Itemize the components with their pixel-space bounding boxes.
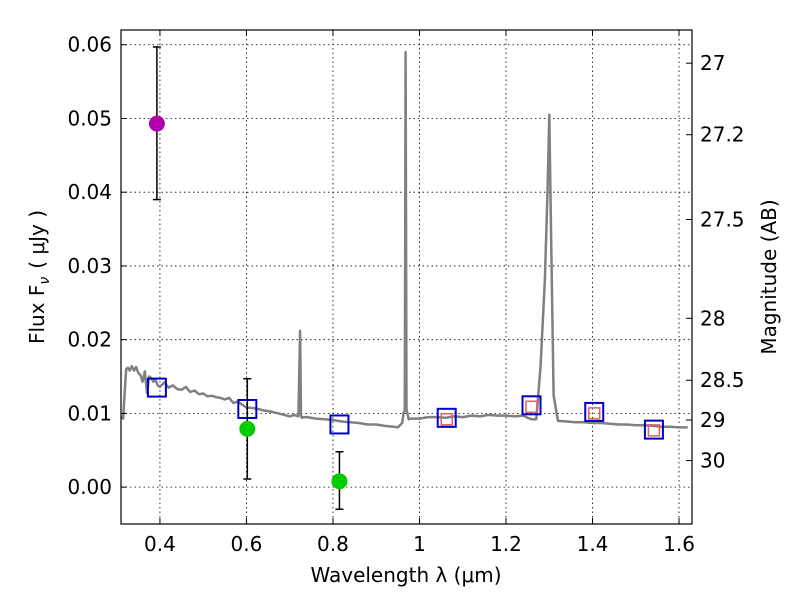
y-axis-label-subscript: ν xyxy=(37,277,53,285)
y-tick-label: 0.03 xyxy=(67,254,112,278)
y2-tick-label: 27.5 xyxy=(700,207,745,231)
x-tick-label: 1.4 xyxy=(577,532,609,556)
x-axis-label: Wavelength λ (μm) xyxy=(310,563,501,587)
plot-frame xyxy=(120,29,693,525)
model-photometry-point xyxy=(584,401,605,422)
x-tick-label: 0.6 xyxy=(231,532,263,556)
y2-tick-label: 28.5 xyxy=(700,368,745,392)
y-axis-label-unit: ( μJy ) xyxy=(25,210,49,269)
y-tick-label: 0.04 xyxy=(67,180,112,204)
y-axis-label-flux: Flux F xyxy=(25,285,49,344)
y2-axis: 27 27.2 27.5 28 28.5 29 30 xyxy=(686,51,745,473)
y-tick-label: 0.00 xyxy=(67,475,112,499)
observed-photometry-point xyxy=(440,413,453,426)
y-axis: 0.00 0.01 0.02 0.03 0.04 0.05 0.06 xyxy=(67,33,127,499)
y2-tick-label: 29 xyxy=(700,408,725,432)
y2-tick-label: 28 xyxy=(700,306,725,330)
y-tick-label: 0.01 xyxy=(67,401,112,425)
x-tick-label: 1 xyxy=(413,532,426,556)
model-photometry-point xyxy=(329,414,350,435)
y2-axis-label: Magnitude (AB) xyxy=(757,199,781,354)
observed-photometry-point xyxy=(587,407,601,420)
grid xyxy=(121,30,692,524)
x-axis: 0.4 0.6 0.8 1 1.2 1.4 1.6 xyxy=(144,30,695,556)
x-tick-label: 1.6 xyxy=(663,532,695,556)
y-axis-label: Flux Fν ( μJy ) xyxy=(25,210,53,344)
x-tick-label: 0.8 xyxy=(317,532,349,556)
model-photometry-point xyxy=(521,395,542,416)
y2-tick-label: 30 xyxy=(700,449,725,473)
observed-photometry-point xyxy=(647,424,661,437)
model-photometry-point xyxy=(436,407,457,428)
observed-photometry-point xyxy=(525,400,538,414)
observed-flux-point xyxy=(239,420,256,437)
x-tick-label: 1.2 xyxy=(490,532,522,556)
model-photometry-point xyxy=(146,377,167,398)
y-tick-label: 0.06 xyxy=(67,33,112,57)
plot-area xyxy=(120,46,688,511)
y2-tick-label: 27.2 xyxy=(700,123,745,147)
observed-flux-point xyxy=(331,473,348,490)
y-tick-label: 0.02 xyxy=(67,328,112,352)
y-tick-label: 0.05 xyxy=(67,106,112,130)
y2-tick-label: 27 xyxy=(700,51,725,75)
observed-flux-point xyxy=(148,115,165,132)
x-tick-label: 0.4 xyxy=(144,532,176,556)
model-photometry-point xyxy=(643,419,664,440)
spectrum-line xyxy=(120,50,688,429)
